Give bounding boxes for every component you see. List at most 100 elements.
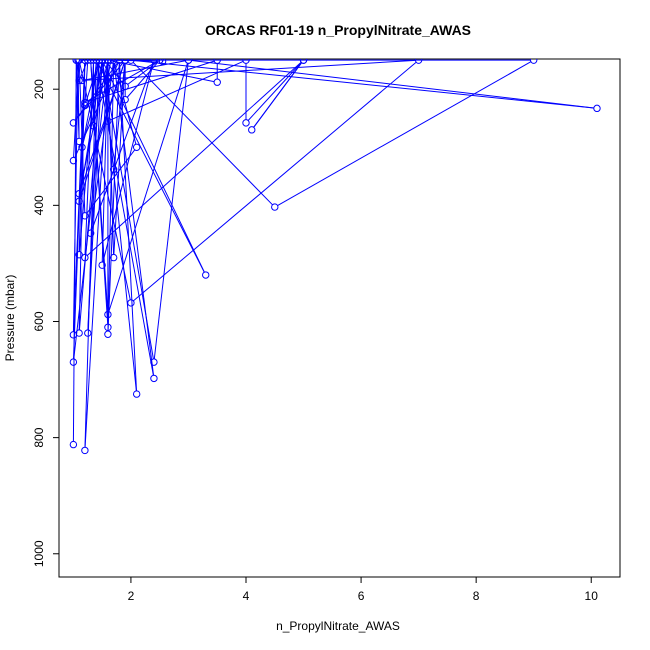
data-point <box>104 310 112 319</box>
data-point <box>75 190 83 198</box>
data-point <box>84 59 92 64</box>
series-segment <box>134 59 594 109</box>
data-point <box>75 197 83 205</box>
y-tick-label: 200 <box>32 79 46 99</box>
data-point <box>69 358 78 366</box>
data-point <box>127 59 135 64</box>
data-point <box>104 323 112 331</box>
series-segment <box>132 62 273 206</box>
series-segment <box>85 59 416 81</box>
data-point <box>184 59 193 64</box>
data-point <box>107 59 115 64</box>
series-segment <box>253 62 303 128</box>
series-segment <box>96 63 154 376</box>
data-point <box>92 59 101 64</box>
series-segment <box>82 63 105 145</box>
series-segment <box>107 63 115 332</box>
series-segment <box>110 60 215 83</box>
data-point <box>81 101 89 110</box>
data-point <box>86 59 95 64</box>
data-point <box>242 119 250 127</box>
series-segment <box>78 63 86 213</box>
series-segment <box>127 61 158 85</box>
x-tick-label: 2 <box>128 589 135 603</box>
data-point <box>213 59 221 64</box>
data-point <box>95 59 103 64</box>
series-group <box>69 59 601 455</box>
series-segment <box>87 63 100 330</box>
data-point <box>242 59 250 64</box>
data-point <box>115 59 124 64</box>
series-segment <box>133 61 417 302</box>
data-point <box>81 253 89 262</box>
data-point <box>89 59 98 64</box>
data-point <box>150 59 158 64</box>
data-point <box>121 59 129 64</box>
series-segment <box>103 62 205 273</box>
data-point <box>104 117 112 125</box>
data-point <box>158 59 167 66</box>
data-point <box>98 59 106 64</box>
series-segment <box>79 62 87 78</box>
data-point <box>132 390 141 398</box>
data-point <box>213 78 221 86</box>
data-point <box>104 59 112 64</box>
series-segment <box>107 63 111 75</box>
series-segment <box>73 63 86 359</box>
series-segment <box>87 63 103 330</box>
data-point <box>121 95 129 104</box>
data-point <box>104 73 112 82</box>
series-segment <box>247 62 302 121</box>
series-segment <box>73 63 80 158</box>
series-segment <box>86 61 302 256</box>
data-point <box>248 126 256 134</box>
data-point <box>271 203 279 211</box>
series-segment <box>107 63 120 332</box>
data-point <box>127 299 135 307</box>
series-segment <box>277 61 532 206</box>
data-point <box>121 82 129 90</box>
series-segment <box>84 63 89 103</box>
data-point <box>132 143 141 151</box>
y-tick-label: 600 <box>32 311 46 331</box>
data-point <box>86 229 95 237</box>
data-point <box>104 330 112 338</box>
data-point <box>78 143 86 151</box>
data-point <box>81 98 89 107</box>
x-axis-label: n_PropylNitrate_AWAS <box>276 619 400 633</box>
data-point <box>84 329 92 337</box>
data-point <box>75 329 83 337</box>
y-tick-label: 400 <box>32 195 46 215</box>
data-point <box>109 165 118 174</box>
data-point <box>150 358 158 366</box>
data-point <box>529 59 538 64</box>
data-point <box>109 59 118 64</box>
data-point <box>89 122 98 130</box>
y-axis: 200 400 600 800 1000 <box>32 79 59 567</box>
data-point <box>75 76 83 85</box>
x-tick-label: 4 <box>243 589 250 603</box>
series-segment <box>91 62 154 231</box>
x-tick-label: 10 <box>585 589 599 603</box>
x-tick-label: 8 <box>473 589 480 603</box>
series-segment <box>97 62 205 273</box>
series-segment <box>119 63 138 391</box>
series-segment <box>110 60 244 121</box>
data-point <box>81 446 89 455</box>
data-point <box>414 59 423 64</box>
data-point <box>69 119 78 127</box>
data-point <box>69 440 78 449</box>
data-point <box>81 212 89 220</box>
data-point <box>72 59 80 64</box>
data-point <box>202 271 210 279</box>
data-point <box>69 156 78 165</box>
series-segment <box>85 63 99 103</box>
data-point <box>593 104 601 113</box>
data-point <box>81 59 89 64</box>
y-tick-label: 800 <box>32 427 46 447</box>
y-axis-label: Pressure (mbar) <box>3 275 17 362</box>
data-point <box>101 59 109 64</box>
data-point <box>75 251 83 259</box>
series-segment <box>153 63 189 360</box>
